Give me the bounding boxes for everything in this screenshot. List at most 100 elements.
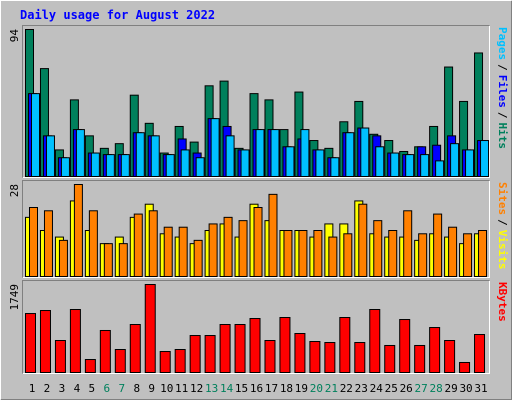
bar [75, 129, 85, 178]
x-tick-label: 1 [29, 382, 36, 395]
bar [414, 344, 426, 374]
bar [99, 329, 111, 374]
x-tick-label: 23 [355, 382, 368, 395]
panel-bevel-light [23, 181, 490, 278]
legend-entry: Visits [496, 230, 509, 270]
bar [354, 342, 366, 373]
x-tick-label: 8 [133, 382, 140, 395]
bar [300, 129, 310, 178]
y-max-label: 1749 [8, 284, 21, 311]
bar [84, 359, 96, 373]
bar [193, 239, 203, 278]
bar [114, 349, 126, 373]
bar [465, 149, 475, 177]
bar [148, 210, 158, 278]
bar [118, 243, 128, 277]
chart-title: Daily usage for August 2022 [20, 8, 215, 22]
bar [360, 127, 370, 177]
x-tick-label: 20 [310, 382, 323, 395]
bar [480, 140, 490, 178]
bar [373, 220, 383, 277]
x-tick-label: 22 [340, 382, 353, 395]
panel-bevel-dark [22, 280, 490, 374]
bar [159, 351, 171, 373]
bar [339, 317, 351, 373]
x-tick-label: 9 [148, 382, 155, 395]
bar [174, 349, 186, 373]
bar [204, 335, 216, 373]
x-tick-label: 10 [160, 382, 173, 395]
bar [433, 213, 443, 277]
bar [144, 284, 156, 373]
x-tick-label: 2 [44, 382, 51, 395]
x-tick-label: 25 [385, 382, 398, 395]
legend-entry: Pages [496, 27, 509, 60]
bar [103, 243, 113, 277]
x-tick-label: 15 [235, 382, 248, 395]
x-tick-label: 12 [190, 382, 203, 395]
bar [189, 335, 201, 373]
bar [435, 160, 445, 178]
x-tick-label: 30 [459, 382, 472, 395]
bar [343, 233, 353, 278]
legend-entry: Files [496, 75, 509, 108]
bar [345, 132, 355, 178]
legend-entry: Hits [496, 123, 509, 150]
bar [135, 132, 145, 178]
x-tick-label: 17 [265, 382, 278, 395]
bar [283, 230, 293, 277]
bar [444, 340, 456, 373]
x-tick-label: 19 [295, 382, 308, 395]
bar [25, 313, 36, 373]
bar [225, 135, 235, 177]
bar [219, 324, 231, 373]
panel-bevel-dark [22, 180, 490, 278]
bar [399, 319, 411, 373]
bar [29, 207, 38, 277]
bar [120, 154, 130, 178]
bar [270, 129, 280, 178]
bar [324, 342, 336, 373]
bar [285, 146, 295, 177]
bar [43, 210, 53, 278]
bar [268, 193, 278, 278]
bar [309, 341, 321, 373]
bar [330, 157, 340, 177]
bar [298, 230, 308, 277]
bar [375, 146, 385, 177]
panel-bevel-dark [22, 25, 490, 178]
legend-entry: Sites [496, 182, 509, 215]
bar [459, 361, 471, 374]
bar [315, 149, 325, 177]
bar [195, 157, 205, 177]
bar [178, 226, 188, 277]
bar [384, 344, 396, 374]
x-tick-label: 26 [400, 382, 413, 395]
bar [31, 93, 40, 177]
bar [279, 317, 291, 373]
x-tick-label: 7 [118, 382, 125, 395]
bar [150, 135, 160, 177]
legend-separator: / [496, 64, 509, 71]
x-tick-label: 28 [430, 382, 443, 395]
legend: Pages / Files / Hits [496, 27, 509, 149]
bar [463, 233, 473, 278]
bar [69, 309, 81, 373]
bar [165, 154, 175, 178]
bar [264, 340, 276, 373]
bar [58, 239, 68, 278]
x-tick-label: 14 [220, 382, 234, 395]
bar [313, 230, 323, 277]
bar [39, 310, 51, 373]
bar [390, 152, 400, 178]
bar [474, 334, 486, 373]
bar [45, 135, 55, 177]
bar [294, 333, 306, 373]
bar [358, 203, 368, 277]
bar [163, 226, 173, 277]
bar [90, 152, 100, 178]
bar [405, 154, 415, 178]
bar [180, 149, 190, 177]
